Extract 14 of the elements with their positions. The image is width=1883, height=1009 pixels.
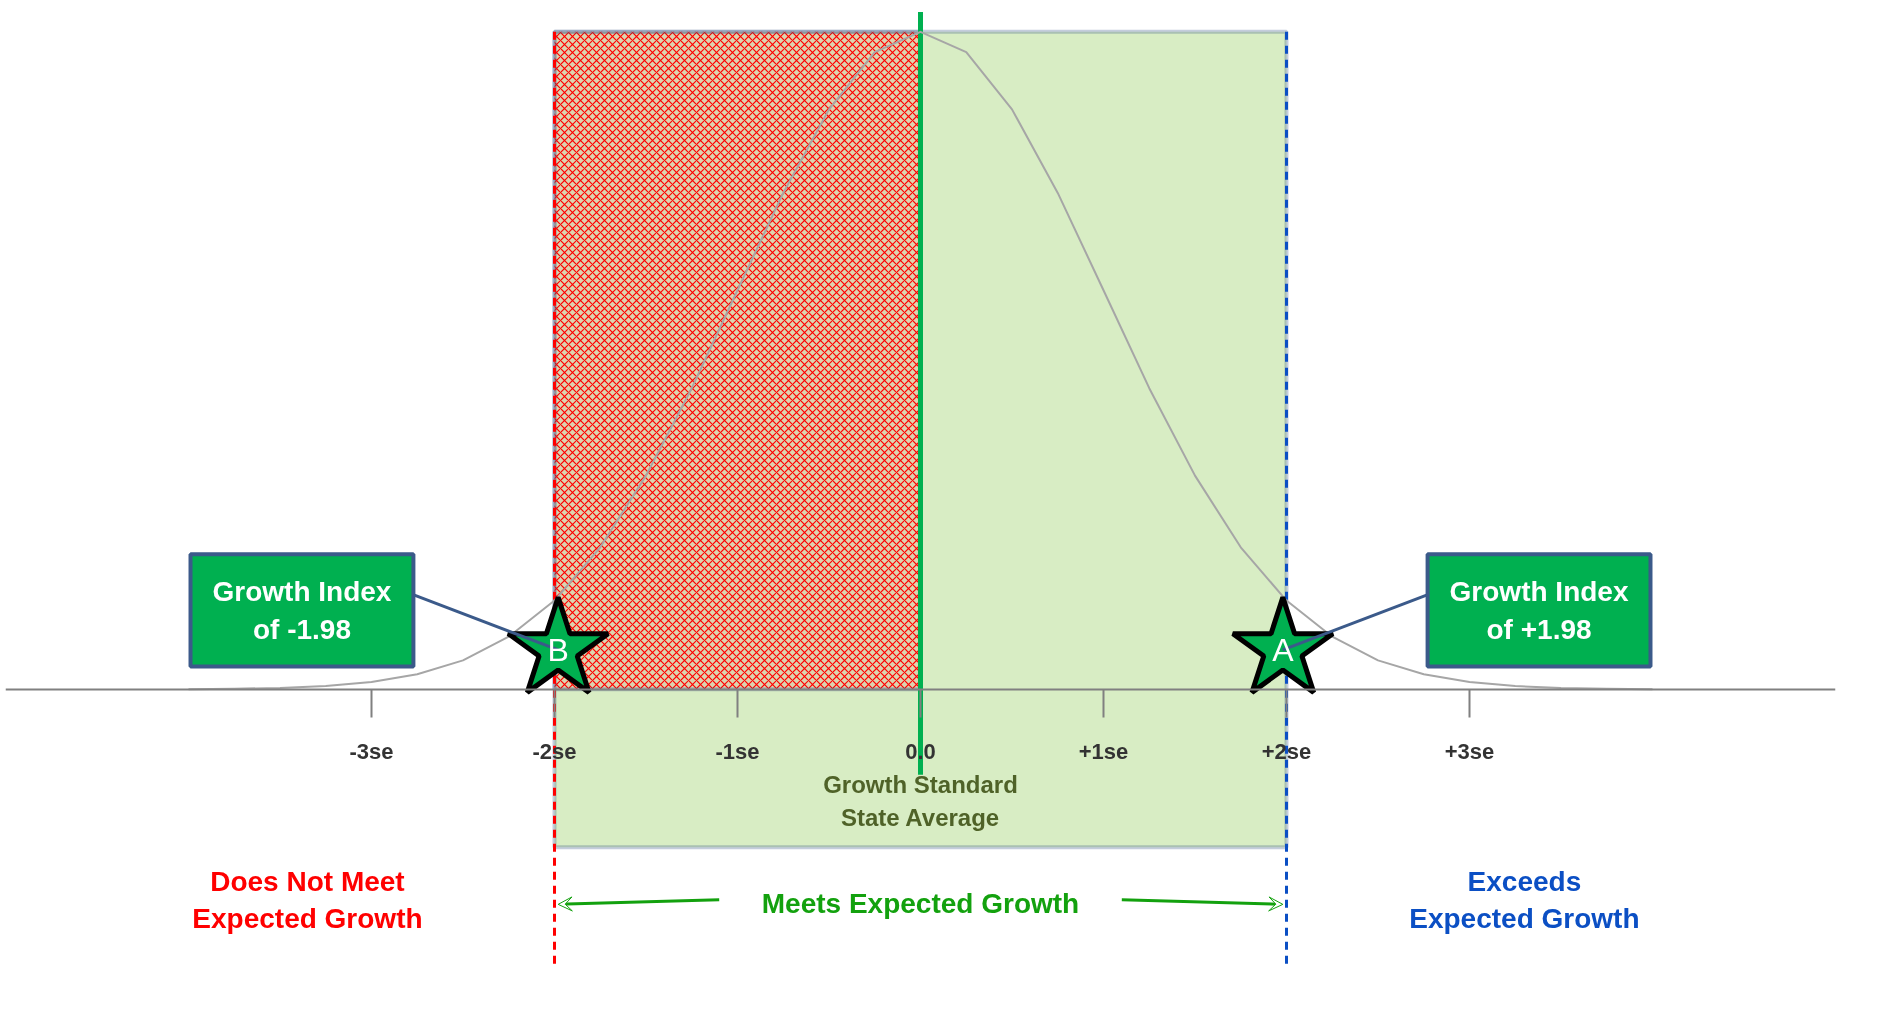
- x-tick-label: -2se: [532, 739, 577, 765]
- ref-line-label: Does Not Meet Expected Growth: [192, 865, 423, 934]
- x-tick-label: -1se: [715, 739, 760, 765]
- series-label: B: [547, 631, 569, 668]
- ref-line-label: Growth Standard State Average: [823, 771, 1018, 831]
- ref-line-label: Exceeds Expected Growth: [1409, 865, 1640, 934]
- band-label: Meets Expected Growth: [761, 887, 1080, 919]
- x-tick-label: +1se: [1078, 739, 1129, 765]
- series-label: A: [1272, 631, 1295, 668]
- annotation: Growth Index of +1.98: [1449, 576, 1629, 645]
- x-tick-label: -3se: [349, 739, 394, 765]
- annotation: Growth Index of -1.98: [212, 576, 392, 645]
- x-tick-label: +3se: [1444, 739, 1495, 765]
- x-tick-label: +2se: [1261, 739, 1312, 765]
